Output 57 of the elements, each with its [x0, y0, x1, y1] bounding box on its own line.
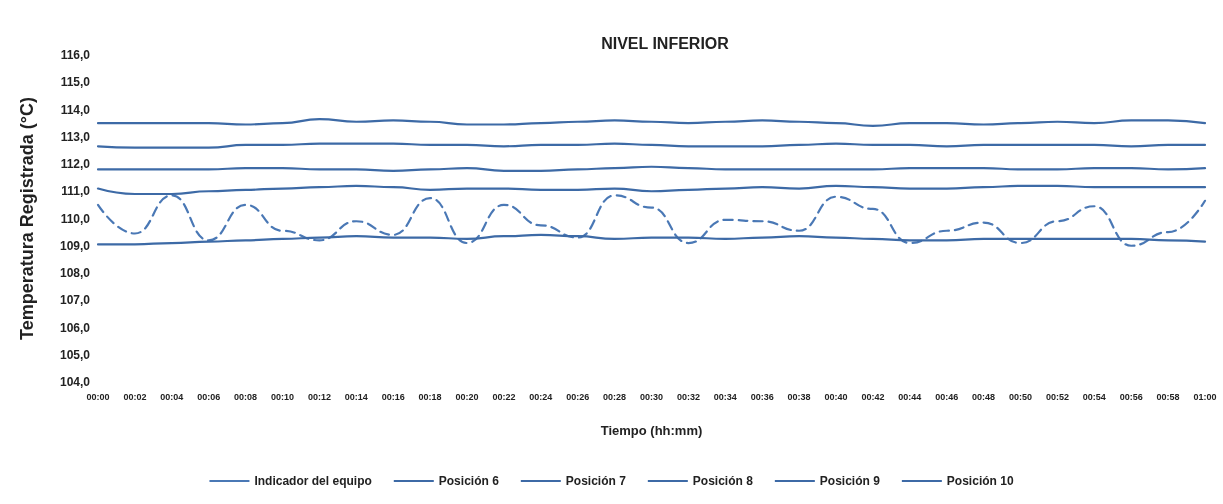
- x-tick-label: 00:10: [270, 391, 295, 402]
- legend-label: Posición 6: [438, 474, 500, 488]
- x-tick-label: 00:00: [86, 391, 110, 402]
- line-series: [96, 117, 1207, 127]
- x-tick-label: 00:24: [529, 391, 553, 402]
- x-tick-label: 00:38: [787, 391, 811, 402]
- y-tick-label: 115,0: [60, 75, 91, 90]
- x-tick-label: 00:22: [492, 391, 516, 402]
- x-tick-label: 00:16: [381, 391, 405, 402]
- x-tick-label: 00:42: [861, 391, 885, 402]
- x-tick-label: 00:20: [455, 391, 479, 402]
- x-tick-label: 00:36: [750, 391, 774, 402]
- x-tick-label: 00:46: [935, 391, 959, 402]
- x-tick-label: 00:50: [1008, 391, 1033, 402]
- legend-label: Posición 10: [946, 474, 1014, 488]
- y-tick-label: 112,0: [60, 157, 91, 171]
- y-tick-label: 106,0: [59, 320, 91, 335]
- legend-label: Posición 9: [819, 474, 881, 488]
- x-tick-label: 00:08: [234, 391, 258, 402]
- x-tick-label: 00:48: [972, 391, 996, 402]
- x-tick-label: 00:32: [676, 391, 700, 402]
- y-tick-label: 113,0: [60, 129, 91, 144]
- y-tick-label: 108,0: [59, 266, 91, 280]
- chart-title: NIVEL INFERIOR: [601, 34, 730, 52]
- x-tick-label: 00:04: [160, 391, 184, 402]
- y-tick-label: 114,0: [60, 102, 91, 117]
- x-tick-label: 00:58: [1156, 391, 1180, 402]
- x-tick-label: 00:54: [1082, 391, 1106, 402]
- x-tick-label: 01:00: [1193, 391, 1217, 402]
- x-tick-label: 00:02: [123, 391, 147, 402]
- legend-label: Indicador del equipo: [254, 474, 372, 488]
- line-series: [96, 194, 1207, 247]
- legend-label: Posición 7: [565, 474, 627, 488]
- y-axis-title: Temperatura Registrada (°C): [17, 97, 37, 340]
- y-tick-label: 110,0: [60, 211, 91, 226]
- x-tick-label: 00:28: [603, 391, 627, 402]
- x-axis-title: Tiempo (hh:mm): [600, 423, 703, 438]
- y-tick-label: 105,0: [59, 347, 91, 362]
- x-tick-label: 00:56: [1119, 391, 1143, 402]
- x-tick-label: 00:44: [898, 391, 922, 402]
- x-tick-label: 00:52: [1045, 391, 1069, 402]
- y-tick-label: 107,0: [59, 293, 91, 308]
- x-tick-label: 00:30: [639, 391, 664, 402]
- line-series: [96, 233, 1207, 246]
- x-tick-label: 00:34: [713, 391, 737, 402]
- x-tick-label: 00:26: [566, 391, 590, 402]
- legend-label: Posición 8: [692, 474, 754, 488]
- y-tick-label: 111,0: [61, 184, 91, 199]
- line-series: [96, 184, 1207, 196]
- x-tick-label: 00:06: [197, 391, 221, 402]
- y-tick-label: 116,0: [60, 48, 91, 62]
- y-tick-label: 104,0: [59, 375, 91, 389]
- x-tick-label: 00:18: [418, 391, 442, 402]
- y-tick-label: 109,0: [59, 238, 91, 253]
- x-tick-label: 00:12: [307, 391, 331, 402]
- x-tick-label: 00:14: [344, 391, 368, 402]
- x-tick-label: 00:40: [824, 391, 848, 402]
